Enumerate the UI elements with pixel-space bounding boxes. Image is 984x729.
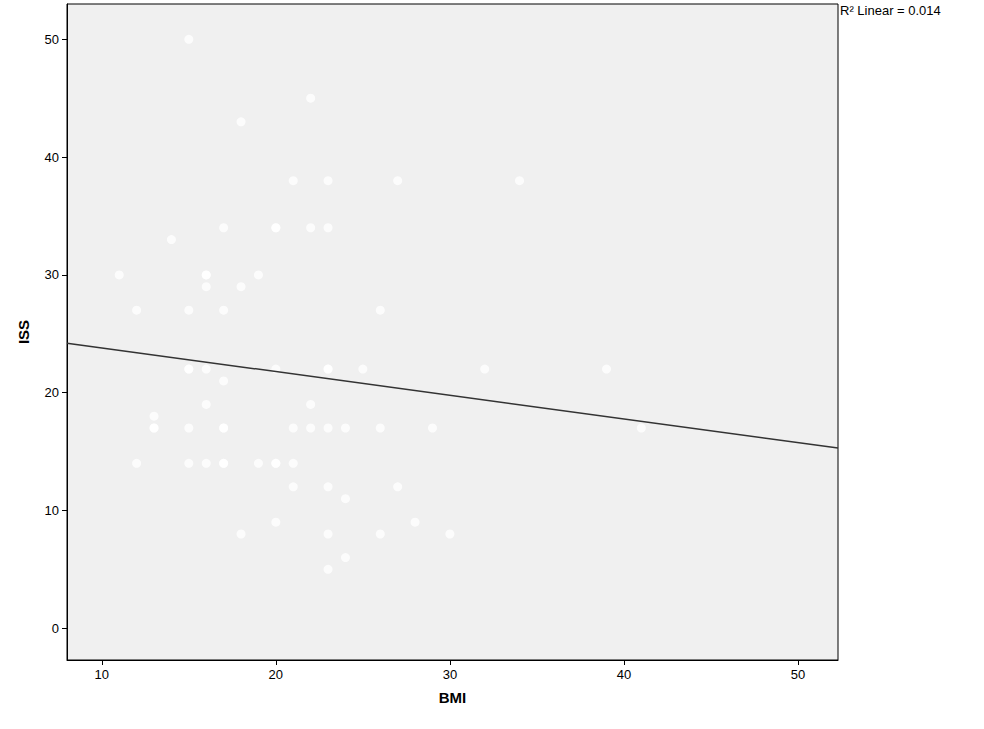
svg-text:R² Linear = 0.014: R² Linear = 0.014 bbox=[840, 3, 941, 18]
svg-text:50: 50 bbox=[791, 667, 805, 682]
svg-text:30: 30 bbox=[443, 667, 457, 682]
svg-text:10: 10 bbox=[95, 667, 109, 682]
svg-text:ISS: ISS bbox=[15, 320, 32, 344]
svg-text:30: 30 bbox=[45, 267, 59, 282]
svg-text:20: 20 bbox=[45, 385, 59, 400]
svg-text:20: 20 bbox=[269, 667, 283, 682]
svg-text:0: 0 bbox=[52, 621, 59, 636]
svg-text:40: 40 bbox=[617, 667, 631, 682]
svg-text:40: 40 bbox=[45, 150, 59, 165]
svg-text:BMI: BMI bbox=[439, 689, 467, 706]
svg-text:50: 50 bbox=[45, 32, 59, 47]
svg-text:10: 10 bbox=[45, 503, 59, 518]
